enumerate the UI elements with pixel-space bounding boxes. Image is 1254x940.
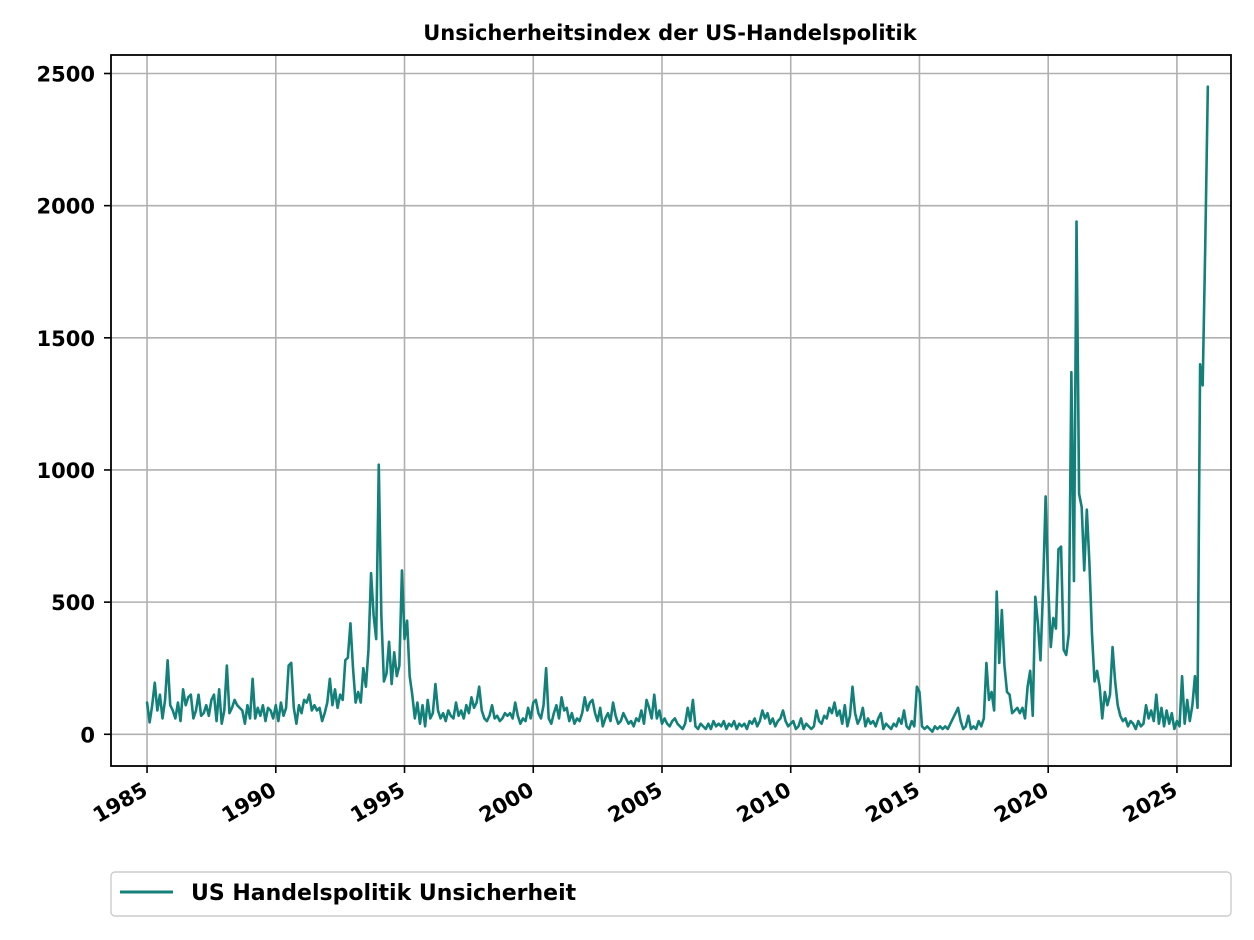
legend-label: US Handelspolitik Unsicherheit bbox=[191, 881, 577, 906]
legend[interactable]: US Handelspolitik Unsicherheit bbox=[110, 871, 1232, 917]
series-layer bbox=[145, 85, 1210, 733]
x-tick-label-2000: 2000 bbox=[475, 778, 538, 828]
y-tick-label-1000: 1000 bbox=[37, 459, 95, 483]
x-tick-label-2025: 2025 bbox=[1119, 778, 1182, 828]
x-tick-label-2005: 2005 bbox=[604, 778, 667, 828]
y-tick-label-0: 0 bbox=[80, 723, 95, 747]
grid bbox=[111, 55, 1231, 766]
y-tick-label-500: 500 bbox=[51, 591, 95, 615]
x-tick-label-1985: 1985 bbox=[89, 778, 152, 828]
x-tick-label-2015: 2015 bbox=[861, 778, 924, 828]
plot-area-frame bbox=[110, 54, 1232, 767]
series-line-0[interactable] bbox=[145, 85, 1210, 733]
x-tick-label-1995: 1995 bbox=[346, 778, 409, 828]
x-tick-label-2010: 2010 bbox=[733, 778, 796, 828]
chart-title: Unsicherheitsindex der US-Handelspolitik bbox=[423, 21, 918, 45]
y-tick-label-2500: 2500 bbox=[37, 63, 95, 87]
y-tick-label-2000: 2000 bbox=[37, 195, 95, 219]
legend-box bbox=[110, 871, 1232, 917]
x-tick-label-2020: 2020 bbox=[990, 778, 1053, 828]
y-tick-label-1500: 1500 bbox=[37, 327, 95, 351]
x-tick-label-1990: 1990 bbox=[218, 778, 281, 828]
